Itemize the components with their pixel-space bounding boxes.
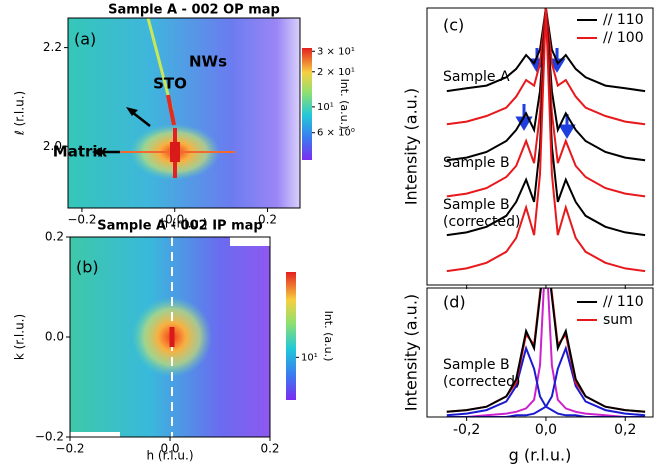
peak-arrows — [515, 48, 576, 139]
legend-label: // 100 — [603, 30, 644, 46]
annotation: Matrix — [53, 143, 108, 161]
colorbar-tick-label: 10¹ — [301, 352, 318, 363]
x-tick-label: −0.2 — [55, 442, 84, 456]
annotation: NWs — [189, 53, 227, 71]
y-tick-label: 2.0 — [43, 139, 62, 153]
colorbar-tick-label: 2 × 10¹ — [317, 67, 355, 78]
y-tick-label: 2.2 — [43, 40, 62, 54]
y-axis-label: Intensity (a.u.) — [402, 294, 421, 411]
panel-label: (d) — [443, 293, 466, 312]
heatmap-b-image — [70, 237, 270, 437]
line-series — [446, 288, 646, 417]
line-series — [446, 8, 646, 126]
plot-frame — [426, 7, 654, 286]
chart-title: Sample A - 002 OP map — [108, 3, 280, 18]
plot-lines — [446, 8, 646, 273]
chart-title: Sample A - 002 IP map — [97, 219, 262, 234]
group-label: (corrected) — [443, 214, 520, 230]
panel-label: (a) — [74, 30, 96, 49]
annotation: STO — [153, 75, 187, 93]
colorbar-tick-label: 3 × 10¹ — [317, 46, 355, 57]
colorbar-tick-label: 10¹ — [317, 102, 334, 113]
colorbar-label: Int. (a.u.) — [322, 311, 335, 362]
y-tick-label: 0.2 — [45, 230, 64, 244]
y-axis-label: ℓ (r.l.u.) — [13, 91, 27, 136]
x-tick-label: 0,2 — [614, 422, 636, 438]
line-series — [446, 8, 646, 198]
y-axis-label: Intensity (a.u.) — [402, 88, 421, 205]
line-series — [446, 8, 646, 273]
line-series — [446, 344, 646, 417]
panel-label: (c) — [443, 16, 464, 35]
x-tick-label: 0.2 — [260, 442, 279, 456]
legend-label: // 110 — [603, 12, 644, 28]
colorbar-tick-label: 6 × 10⁰ — [317, 128, 355, 139]
line-series — [446, 8, 646, 162]
group-label: Sample B — [443, 155, 510, 171]
group-label: Sample B — [443, 357, 510, 373]
x-tick-label: 0.0 — [160, 442, 179, 456]
line-series — [446, 8, 646, 237]
colorbar-label: Int. (a.u.) — [338, 79, 351, 130]
y-tick-label: 0.0 — [45, 330, 64, 344]
legend-label: // 110 — [603, 294, 644, 310]
plot-frame — [426, 287, 654, 418]
plot-frame — [67, 17, 301, 209]
group-label: Sample B — [443, 197, 510, 213]
legend-label: sum — [603, 312, 633, 328]
x-tick-label: -0,2 — [453, 422, 480, 438]
group-label: (corrected) — [443, 374, 520, 390]
x-tick-label: 0.0 — [165, 213, 184, 227]
heatmap-a-image — [68, 17, 300, 208]
line-series — [446, 288, 646, 413]
colorbar — [286, 272, 296, 400]
y-axis-label: k (r.l.u.) — [13, 314, 27, 360]
x-axis-label: h (r.l.u.) — [147, 449, 194, 463]
panel-label: (b) — [76, 258, 99, 277]
x-tick-label: 0,0 — [535, 422, 557, 438]
line-series — [446, 8, 646, 93]
x-tick-label: −0.2 — [67, 213, 96, 227]
x-axis-label: g (r.l.u.) — [509, 446, 572, 465]
colorbar — [302, 48, 312, 160]
y-tick-label: −0.2 — [35, 430, 64, 444]
x-tick-label: 0.2 — [258, 213, 277, 227]
plot-lines — [446, 288, 646, 417]
x-axis-label: h (r.l.u.) — [161, 217, 208, 231]
group-label: Sample A — [443, 69, 510, 85]
